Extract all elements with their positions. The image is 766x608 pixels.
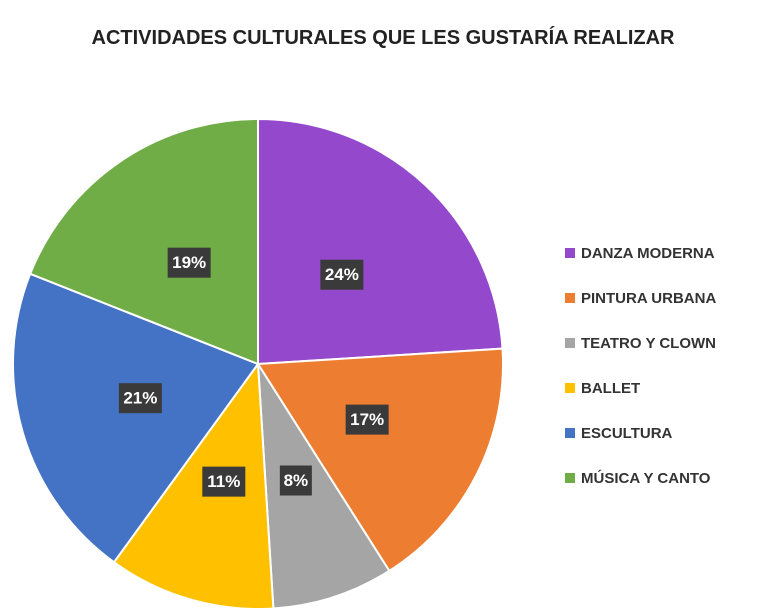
pie-slice — [28, 117, 259, 366]
legend-label: PINTURA URBANA — [581, 290, 716, 307]
pie-slice — [257, 363, 391, 608]
legend-label: TEATRO Y CLOWN — [581, 335, 716, 352]
data-label-box — [118, 383, 162, 414]
legend-swatch — [565, 293, 575, 303]
legend-label: BALLET — [581, 380, 640, 397]
data-label-box — [320, 259, 364, 290]
data-label-box — [279, 465, 312, 496]
legend-label: ESCULTURA — [581, 425, 673, 442]
data-label: 17% — [350, 410, 384, 429]
data-label: 21% — [123, 389, 157, 408]
data-label: 8% — [284, 471, 309, 490]
data-label-box — [202, 466, 246, 497]
pie-slice — [112, 361, 275, 608]
data-label: 11% — [207, 472, 240, 491]
data-label-box — [345, 404, 389, 435]
pie-slice — [257, 117, 504, 366]
pie-slice — [256, 347, 504, 573]
pie-slice — [12, 272, 260, 564]
legend-label: DANZA MODERNA — [581, 245, 715, 262]
legend-swatch — [565, 473, 575, 483]
legend-swatch — [565, 338, 575, 348]
legend-swatch — [565, 428, 575, 438]
chart-title: ACTIVIDADES CULTURALES QUE LES GUSTARÍA … — [91, 27, 675, 49]
legend-swatch — [565, 248, 575, 258]
legend-swatch — [565, 383, 575, 393]
data-label: 24% — [325, 265, 359, 284]
legend-label: MÚSICA Y CANTO — [581, 469, 711, 487]
data-label: 19% — [172, 253, 206, 272]
data-label-box — [167, 247, 211, 278]
